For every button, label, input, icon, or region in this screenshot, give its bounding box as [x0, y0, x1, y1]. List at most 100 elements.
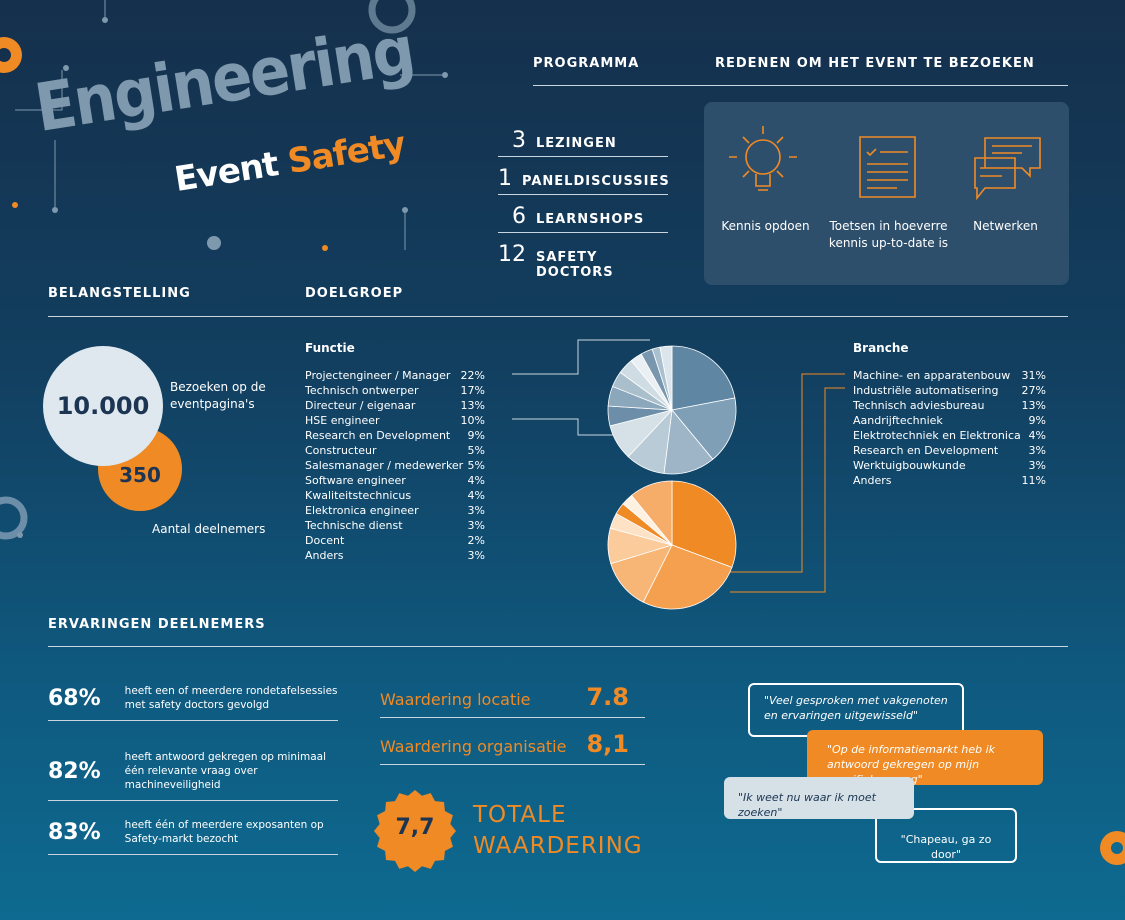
document-checklist-icon — [859, 136, 916, 198]
quote-bubble: "Op de informatiemarkt heb ik antwoord g… — [807, 730, 1043, 786]
legend-row: Technische dienst 3% — [305, 518, 485, 533]
legend-value: 9% — [1028, 414, 1046, 427]
belangstelling-heading: BELANGSTELLING — [48, 286, 191, 301]
redenen-panel — [704, 102, 1069, 285]
visits-label: Bezoeken op de eventpagina's — [170, 380, 266, 411]
pie-slice-branche — [671, 480, 737, 568]
reden-label: Toetsen in hoeverre kennis up-to-date is — [828, 219, 949, 250]
legend-value: 2% — [467, 534, 485, 547]
legend-row: Technisch ontwerper 17% — [305, 383, 485, 398]
legend-label: Technisch adviesbureau — [853, 399, 985, 412]
legend-value: 3% — [1028, 444, 1046, 457]
ervaringen-heading: ERVARINGEN DEELNEMERS — [48, 617, 266, 632]
doelgroep-pies — [512, 339, 845, 610]
legend-value: 31% — [1021, 369, 1046, 382]
legend-value: 3% — [467, 549, 485, 562]
legend-label: Software engineer — [305, 474, 406, 487]
total-label: TOTALE WAARDERING — [473, 802, 643, 859]
legend-value: 17% — [460, 384, 485, 397]
legend-label: Industriële automatisering — [853, 384, 999, 397]
branche-legend: Machine- en apparatenbouw 31% Industriële … — [853, 368, 1046, 488]
legend-value: 5% — [467, 444, 485, 457]
legend-row: Constructeur 5% — [305, 443, 485, 458]
branche-title: Branche — [853, 341, 909, 355]
reden-label: Kennis opdoen — [721, 219, 810, 233]
legend-value: 11% — [1021, 474, 1046, 487]
pie-slice-branche — [630, 480, 673, 547]
legend-value: 4% — [467, 474, 485, 487]
pie-slice-functie — [671, 397, 737, 460]
participants-label: Aantal deelnemers — [152, 522, 266, 536]
legend-label: Aandrijftechniek — [853, 414, 943, 427]
legend-value: 3% — [1028, 459, 1046, 472]
legend-row: Research en Development 9% — [305, 428, 485, 443]
total-badge-icon — [374, 790, 456, 872]
stat-item: 83% heeft één of meerdere exposanten op S… — [48, 818, 338, 855]
legend-label: Research en Development — [853, 444, 999, 457]
stat-item: 82% heeft antwoord gekregen op minimaal é… — [48, 750, 338, 801]
legend-value: 4% — [1028, 429, 1046, 442]
gear-icon — [368, 0, 416, 34]
programma-item: 12 SAFETY DOCTORS — [498, 242, 614, 280]
quote-bubble: "Chapeau, ga zo door" — [875, 808, 1017, 863]
pie-slice-branche — [642, 544, 733, 610]
programma-item: 6 LEARNSHOPS — [498, 204, 668, 233]
legend-value: 3% — [467, 519, 485, 532]
legend-row: Elektrotechniek en Elektronica 4% — [853, 428, 1046, 443]
legend-row: Docent 2% — [305, 533, 485, 548]
legend-row: Technisch adviesbureau 13% — [853, 398, 1046, 413]
lightbulb-icon — [729, 126, 797, 191]
legend-row: Research en Development 3% — [853, 443, 1046, 458]
legend-row: Industriële automatisering 27% — [853, 383, 1046, 398]
legend-row: Anders 3% — [305, 548, 485, 563]
reden-label: Netwerken — [973, 219, 1038, 233]
legend-label: Research en Development — [305, 429, 451, 442]
quote-bubble: "Ik weet nu waar ik moet zoeken" — [724, 777, 914, 819]
legend-value: 13% — [1021, 399, 1046, 412]
programma-heading: PROGRAMMA — [533, 56, 640, 71]
legend-label: Elektrotechniek en Elektronica — [853, 429, 1021, 442]
legend-label: Machine- en apparatenbouw — [853, 369, 1011, 382]
legend-value: 5% — [467, 459, 485, 472]
legend-label: Elektronica engineer — [305, 504, 419, 517]
legend-row: Machine- en apparatenbouw 31% — [853, 368, 1046, 383]
legend-label: HSE engineer — [305, 414, 380, 427]
legend-row: Anders 11% — [853, 473, 1046, 488]
quote-bubble: "Veel gesproken met vakgenoten en ervari… — [748, 683, 964, 737]
stat-item: 68% heeft een of meerdere rondetafelsessi… — [48, 684, 338, 721]
redenen-heading: REDENEN OM HET EVENT TE BEZOEKEN — [715, 56, 1035, 71]
chat-bubbles-icon — [974, 137, 1041, 201]
legend-value: 22% — [460, 369, 485, 382]
legend-label: Kwaliteitstechnicus — [305, 489, 412, 502]
legend-value: 4% — [467, 489, 485, 502]
legend-value: 3% — [467, 504, 485, 517]
legend-row: Kwaliteitstechnicus 4% — [305, 488, 485, 503]
functie-title: Functie — [305, 341, 355, 355]
pie-slice-functie — [659, 345, 673, 411]
legend-label: Docent — [305, 534, 345, 547]
legend-row: Aandrijftechniek 9% — [853, 413, 1046, 428]
legend-value: 9% — [467, 429, 485, 442]
legend-row: HSE engineer 10% — [305, 413, 485, 428]
legend-label: Directeur / eigenaar — [305, 399, 416, 412]
visits-circle: 10.000 — [43, 346, 163, 466]
legend-label: Werktuigbouwkunde — [853, 459, 966, 472]
legend-label: Constructeur — [305, 444, 377, 457]
legend-row: Elektronica engineer 3% — [305, 503, 485, 518]
functie-legend: Projectengineer / Manager 22% Technisch on… — [305, 368, 485, 563]
rating-location: Waardering locatie 7.8 — [380, 683, 645, 718]
legend-row: Directeur / eigenaar 13% — [305, 398, 485, 413]
legend-value: 13% — [460, 399, 485, 412]
pie-slice-functie — [671, 345, 736, 411]
legend-label: Anders — [305, 549, 344, 562]
legend-row: Salesmanager / medewerker 5% — [305, 458, 485, 473]
legend-label: Projectengineer / Manager — [305, 369, 451, 382]
legend-label: Technische dienst — [305, 519, 403, 532]
doelgroep-heading: DOELGROEP — [305, 286, 404, 301]
legend-row: Werktuigbouwkunde 3% — [853, 458, 1046, 473]
rating-organisation: Waardering organisatie 8,1 — [380, 730, 645, 765]
legend-label: Technisch ontwerper — [305, 384, 419, 397]
programma-item: 3 LEZINGEN — [498, 128, 668, 157]
legend-label: Salesmanager / medewerker — [305, 459, 464, 472]
